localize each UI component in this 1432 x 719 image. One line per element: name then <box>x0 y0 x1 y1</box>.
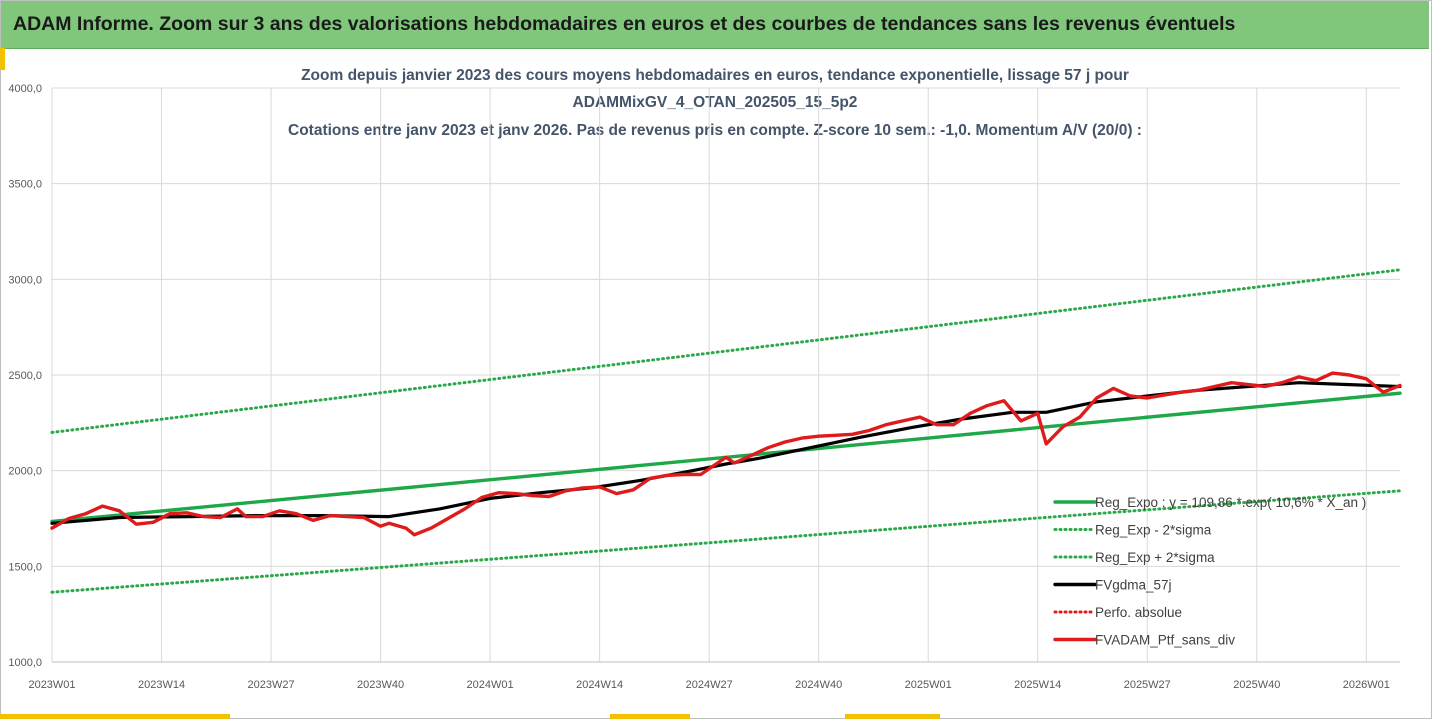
corner-accent <box>845 714 940 719</box>
chart-title-line-3: Cotations entre janv 2023 et janv 2026. … <box>288 122 1142 139</box>
page-title: ADAM Informe. Zoom sur 3 ans des valoris… <box>13 13 1236 35</box>
legend-label: Reg_Exp - 2*sigma <box>1095 523 1212 538</box>
x-axis-ticks: 2023W01 2023W14 2023W27 2023W40 2024W01 2024W… <box>28 679 1389 691</box>
x-tick-label: 2024W14 <box>576 679 623 691</box>
legend-label: FVgdma_57j <box>1095 578 1172 593</box>
corner-accent <box>0 48 5 70</box>
x-tick-label: 2023W14 <box>138 679 185 691</box>
chart: Zoom depuis janvier 2023 des cours moyen… <box>8 67 1402 691</box>
x-tick-label: 2023W27 <box>248 679 295 691</box>
x-tick-label: 2023W40 <box>357 679 404 691</box>
y-tick-label: 1500,0 <box>8 561 42 573</box>
corner-accent <box>610 714 690 719</box>
series-line-5 <box>50 371 1402 537</box>
corner-accent <box>0 714 230 719</box>
x-tick-label: 2026W01 <box>1343 679 1390 691</box>
y-tick-label: 2500,0 <box>8 370 42 382</box>
x-tick-label: 2023W01 <box>28 679 75 691</box>
y-tick-label: 4000,0 <box>8 83 42 95</box>
legend-label: FVADAM_Ptf_sans_div <box>1095 633 1235 648</box>
series-line-2 <box>50 268 1402 434</box>
chart-title-line-1: Zoom depuis janvier 2023 des cours moyen… <box>301 67 1129 84</box>
x-tick-label: 2024W40 <box>795 679 842 691</box>
legend: Reg_Expo : y = 109,86 *.exp( 10,6% * X_a… <box>1053 495 1366 648</box>
series-lines <box>50 268 1402 594</box>
series-line-1 <box>50 489 1402 594</box>
x-tick-label: 2025W27 <box>1124 679 1171 691</box>
y-axis-ticks: 4000,0 3500,0 3000,0 2500,0 2000,0 1500,0 1000… <box>8 83 42 669</box>
legend-label: Perfo. absolue <box>1095 605 1182 620</box>
x-tick-label: 2024W01 <box>467 679 514 691</box>
legend-label: Reg_Exp + 2*sigma <box>1095 550 1215 565</box>
header-banner: ADAM Informe. Zoom sur 3 ans des valoris… <box>1 1 1429 49</box>
gridlines <box>51 87 1400 663</box>
legend-label: Reg_Expo : y = 109,86 *.exp( 10,6% * X_a… <box>1095 495 1366 510</box>
x-tick-label: 2025W14 <box>1014 679 1061 691</box>
x-tick-label: 2025W01 <box>905 679 952 691</box>
chart-title: Zoom depuis janvier 2023 des cours moyen… <box>288 67 1142 139</box>
x-tick-label: 2024W27 <box>686 679 733 691</box>
x-tick-label: 2025W40 <box>1233 679 1280 691</box>
y-tick-label: 1000,0 <box>8 657 42 669</box>
y-tick-label: 3500,0 <box>8 179 42 191</box>
y-tick-label: 2000,0 <box>8 466 42 478</box>
y-tick-label: 3000,0 <box>8 274 42 286</box>
chart-title-line-2: ADAMMixGV_4_OTAN_202505_15_5p2 <box>573 94 858 111</box>
